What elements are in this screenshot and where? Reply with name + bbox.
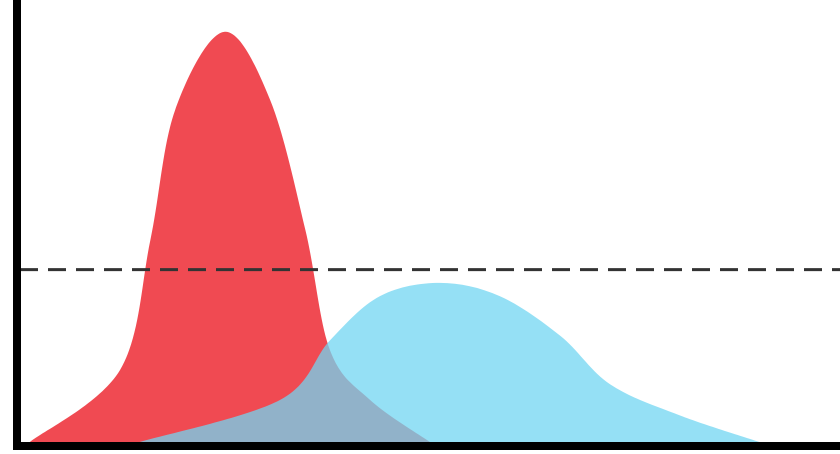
plot-area <box>20 31 840 442</box>
area <box>29 31 431 442</box>
area <box>139 282 760 442</box>
